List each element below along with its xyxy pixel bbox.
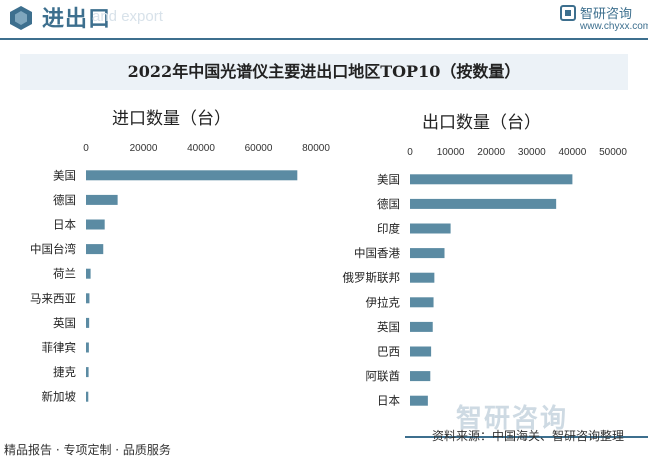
brand-url[interactable]: www.chyxx.com: [580, 21, 648, 32]
export-bar: [410, 371, 431, 382]
import-category-label: 菲律宾: [42, 341, 77, 355]
export-category-label: 英国: [377, 320, 400, 334]
export-category-label: 印度: [377, 222, 400, 236]
export-category-label: 日本: [377, 394, 400, 408]
export-category-label: 伊拉克: [366, 295, 401, 309]
import-x-tick: 40000: [187, 143, 215, 154]
export-bar: [410, 174, 573, 185]
footer-accent-line: [405, 436, 648, 438]
export-x-tick: 10000: [437, 147, 465, 158]
header-bar: 进出口 and export 智研咨询 www.chyxx.com: [0, 0, 648, 40]
export-bar: [410, 198, 557, 209]
import-x-tick: 80000: [302, 143, 330, 154]
import-bar: [86, 244, 104, 255]
import-category-label: 马来西亚: [30, 291, 76, 305]
import-category-label: 美国: [53, 168, 76, 182]
export-chart: 出口数量（台） 0 10000 20000 30000 40000 50000 美国德国印度中…: [343, 113, 628, 408]
import-category-label: 荷兰: [53, 267, 76, 281]
export-x-tick: 30000: [518, 147, 546, 158]
export-category-label: 德国: [377, 197, 400, 211]
footer-slogan: 精品报告 · 专项定制 · 品质服务: [4, 443, 171, 457]
import-bar: [86, 342, 89, 353]
import-category-label: 英国: [53, 316, 76, 330]
import-bar: [86, 391, 89, 402]
header-subtitle: and export: [92, 8, 163, 25]
import-bar: [86, 317, 90, 328]
export-bar: [410, 395, 428, 406]
export-x-tick: 20000: [477, 147, 505, 158]
import-bar: [86, 293, 90, 304]
export-x-tick: 0: [407, 147, 413, 158]
brand-name: 智研咨询: [580, 7, 633, 22]
import-x-tick: 0: [83, 143, 89, 154]
brand-logo-icon: [560, 5, 576, 21]
export-bar: [410, 248, 445, 259]
export-bar: [410, 223, 451, 234]
import-category-label: 捷克: [53, 365, 76, 379]
import-bar: [86, 170, 298, 181]
header-divider: [0, 38, 648, 40]
export-category-label: 美国: [377, 172, 400, 186]
import-bar: [86, 219, 105, 230]
import-axis-title: 进口数量（台）: [112, 109, 231, 129]
export-category-label: 中国香港: [354, 246, 400, 260]
export-bar: [410, 297, 434, 308]
import-x-tick: 20000: [130, 143, 158, 154]
import-category-label: 日本: [53, 218, 76, 232]
footer-source: 资料来源：中国海关、智研咨询整理: [432, 429, 625, 443]
export-bar: [410, 346, 432, 357]
import-x-tick: 60000: [245, 143, 273, 154]
export-bar: [410, 321, 433, 332]
chart-title: 2022年中国光谱仪主要进出口地区TOP10（按数量）: [127, 62, 521, 81]
import-bar: [86, 367, 89, 378]
chart-title-band: 2022年中国光谱仪主要进出口地区TOP10（按数量）: [20, 54, 628, 90]
export-x-tick: 50000: [599, 147, 627, 158]
export-category-label: 俄罗斯联邦: [343, 271, 401, 285]
import-category-label: 新加坡: [42, 390, 77, 404]
import-category-label: 中国台湾: [30, 242, 76, 256]
watermark-logo: 智研咨询: [456, 404, 569, 434]
header-title: 进出口: [42, 7, 112, 32]
import-bar: [86, 268, 91, 279]
export-bar: [410, 272, 435, 283]
export-category-label: 阿联酋: [366, 369, 401, 383]
export-axis-title: 出口数量（台）: [422, 113, 541, 133]
export-category-label: 巴西: [377, 345, 400, 359]
import-category-label: 德国: [53, 193, 76, 207]
hexagon-logo-icon: [10, 6, 32, 30]
import-chart: 进口数量（台） 0 20000 40000 60000 80000 美国德国日本中国台湾荷兰…: [30, 109, 330, 404]
export-x-tick: 40000: [558, 147, 586, 158]
import-bar: [86, 194, 118, 205]
